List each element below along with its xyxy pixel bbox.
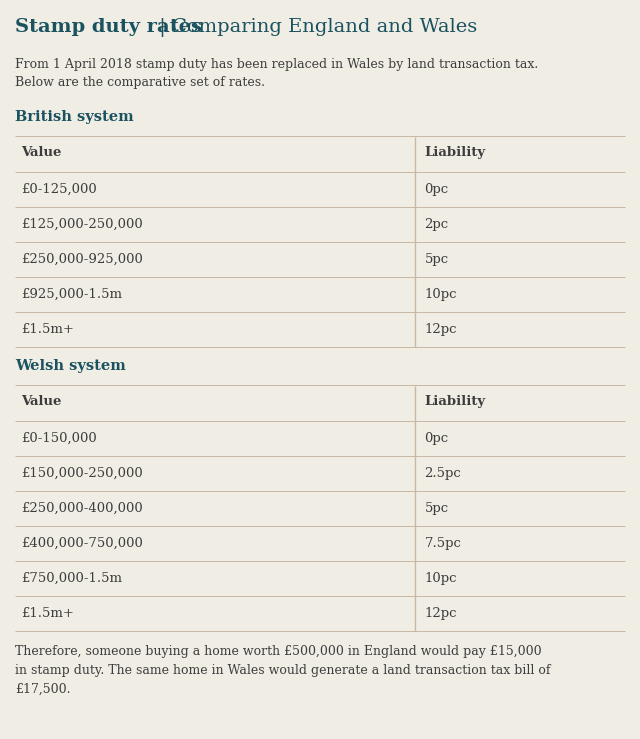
Text: £400,000-750,000: £400,000-750,000 <box>21 537 143 550</box>
Text: £125,000-250,000: £125,000-250,000 <box>21 218 143 231</box>
Text: 12pc: 12pc <box>424 607 457 620</box>
Text: £750,000-1.5m: £750,000-1.5m <box>21 572 122 585</box>
Text: 10pc: 10pc <box>424 288 457 301</box>
Text: Welsh system: Welsh system <box>15 359 125 373</box>
Text: 5pc: 5pc <box>424 253 449 266</box>
Text: 10pc: 10pc <box>424 572 457 585</box>
Text: Value: Value <box>21 146 61 159</box>
Text: British system: British system <box>15 110 134 124</box>
Text: £250,000-400,000: £250,000-400,000 <box>21 502 143 515</box>
Text: Liability: Liability <box>424 146 486 159</box>
Text: Stamp duty rates: Stamp duty rates <box>15 18 202 36</box>
Text: Therefore, someone buying a home worth £500,000 in England would pay £15,000
in : Therefore, someone buying a home worth £… <box>15 645 550 696</box>
Text: | Comparing England and Wales: | Comparing England and Wales <box>153 18 477 37</box>
Text: 2.5pc: 2.5pc <box>424 467 461 480</box>
Text: 5pc: 5pc <box>424 502 449 515</box>
Text: 0pc: 0pc <box>424 183 449 196</box>
Text: Liability: Liability <box>424 395 486 408</box>
Text: £0-125,000: £0-125,000 <box>21 183 97 196</box>
Text: From 1 April 2018 stamp duty has been replaced in Wales by land transaction tax.: From 1 April 2018 stamp duty has been re… <box>15 58 538 89</box>
Text: 2pc: 2pc <box>424 218 449 231</box>
Text: 12pc: 12pc <box>424 323 457 336</box>
Text: £0-150,000: £0-150,000 <box>21 432 97 445</box>
Text: 7.5pc: 7.5pc <box>424 537 461 550</box>
Text: £150,000-250,000: £150,000-250,000 <box>21 467 143 480</box>
Text: £1.5m+: £1.5m+ <box>21 607 74 620</box>
Text: £1.5m+: £1.5m+ <box>21 323 74 336</box>
Text: 0pc: 0pc <box>424 432 449 445</box>
Text: £250,000-925,000: £250,000-925,000 <box>21 253 143 266</box>
Text: Value: Value <box>21 395 61 408</box>
Text: £925,000-1.5m: £925,000-1.5m <box>21 288 122 301</box>
